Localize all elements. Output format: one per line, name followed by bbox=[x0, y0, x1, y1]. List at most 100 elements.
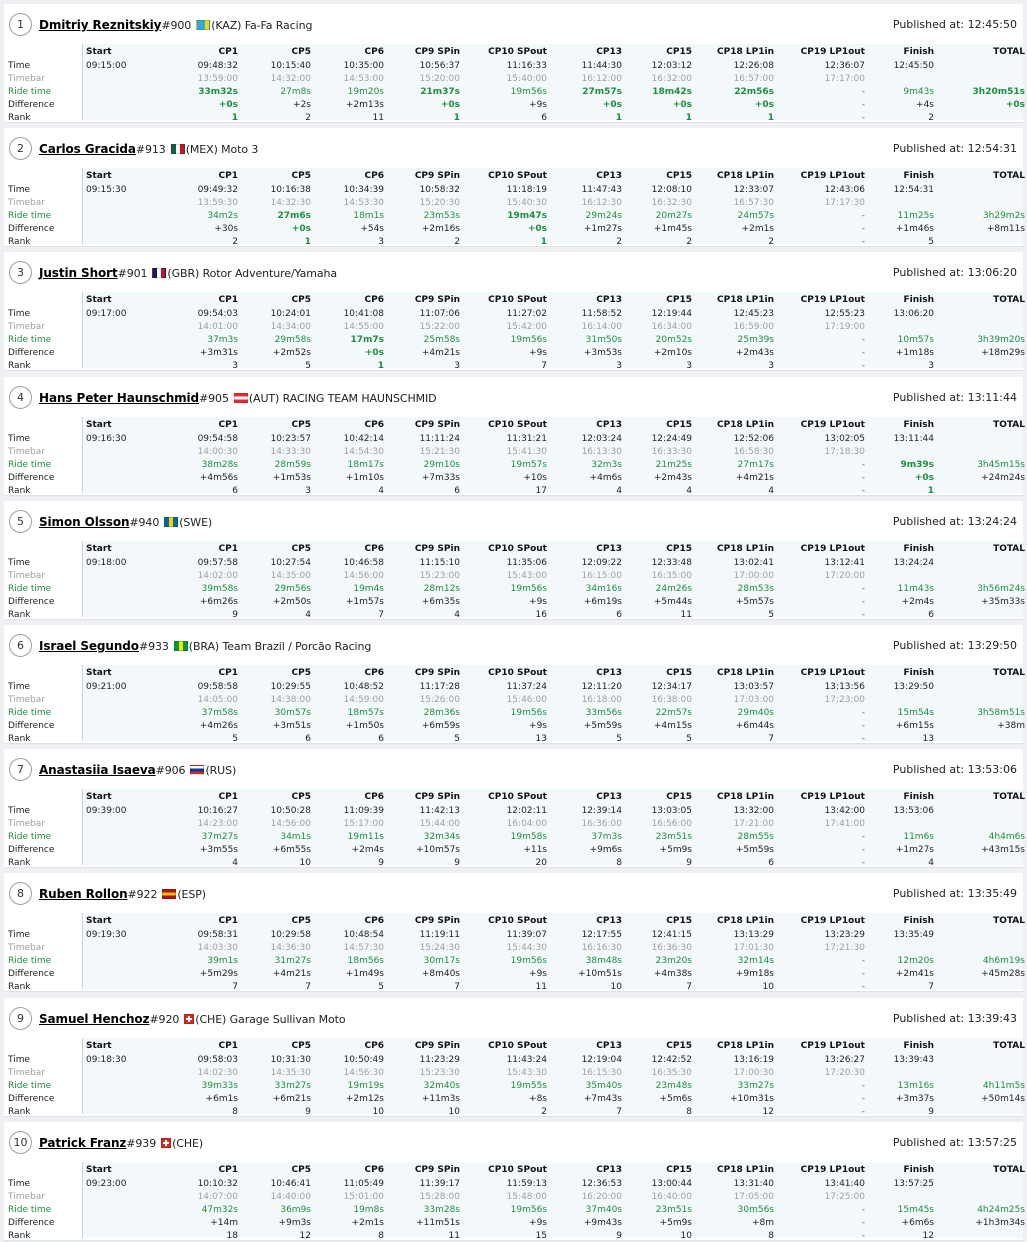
cp-time: 09:49:32 bbox=[197, 185, 238, 195]
cp-ride-time: 33m32s bbox=[198, 87, 238, 97]
rider-meta: #939 (CHE) bbox=[126, 1136, 203, 1150]
cp-rank: 3 bbox=[305, 486, 311, 496]
finish-difference: +1m18s bbox=[895, 348, 934, 358]
cp-difference: +9m43s bbox=[583, 1218, 622, 1228]
cp-difference: +6m55s bbox=[272, 845, 311, 855]
rider-name[interactable]: Carlos Gracida bbox=[39, 142, 136, 156]
cp-rank: 1 bbox=[685, 113, 692, 123]
col-header-cp: CP19 LP1out bbox=[800, 420, 865, 430]
cp-time: 11:09:39 bbox=[343, 806, 384, 816]
finish-time: 13:29:50 bbox=[893, 682, 934, 692]
cp-timebar: 17:17:00 bbox=[824, 74, 865, 84]
col-header-total: TOTAL bbox=[993, 668, 1025, 678]
cp-time: 12:33:07 bbox=[733, 185, 774, 195]
rider-number: #913 bbox=[135, 143, 166, 156]
cp-rank: 5 bbox=[378, 982, 384, 992]
cp-ride-time: 18m42s bbox=[652, 87, 692, 97]
rider-name-link[interactable]: Dmitriy Reznitskiy #900 (KAZ) Fa-Fa Racin… bbox=[39, 18, 312, 32]
cp-timebar: 14:01:00 bbox=[197, 322, 238, 332]
row-label-rank: Rank bbox=[8, 113, 31, 123]
rider-header: 9 Samuel Henchoz #920 (CHE) Garage Sulliva… bbox=[9, 1007, 1023, 1031]
flag-icon bbox=[162, 889, 177, 899]
cp-ride-time: 23m53s bbox=[423, 211, 460, 221]
col-header-total: TOTAL bbox=[993, 171, 1025, 181]
cp-timebar: 14:03:30 bbox=[197, 943, 238, 953]
cp-rank: 1 bbox=[231, 113, 238, 123]
table-background bbox=[82, 44, 1023, 120]
rider-name[interactable]: Anastasiia Isaeva bbox=[39, 763, 156, 777]
cp-ride-time: 25m39s bbox=[737, 335, 774, 345]
cp-ride-time: 19m57s bbox=[510, 460, 547, 470]
cp-ride-time: 19m8s bbox=[353, 1205, 384, 1215]
col-header-cp: CP1 bbox=[218, 916, 238, 926]
col-header-finish: Finish bbox=[903, 1041, 935, 1051]
cp-time: 09:58:58 bbox=[197, 682, 238, 692]
row-label-timebar: Timebar bbox=[8, 1192, 45, 1202]
rider-header: 3 Justin Short #901 (GBR) Rotor Adventure/… bbox=[9, 261, 1023, 285]
cp-difference: +5m59s bbox=[583, 721, 622, 731]
cp-rank: - bbox=[861, 734, 865, 744]
rider-name-link[interactable]: Carlos Gracida #913 (MEX) Moto 3 bbox=[39, 142, 258, 156]
cp-rank: 5 bbox=[232, 734, 238, 744]
rider-name-link[interactable]: Ruben Rollon #922 (ESP) bbox=[39, 887, 206, 901]
cp-timebar: 14:55:00 bbox=[343, 322, 384, 332]
finish-ride-time: 9m43s bbox=[903, 87, 934, 97]
cp-timebar: 14:57:30 bbox=[343, 943, 384, 953]
rider-name[interactable]: Justin Short bbox=[39, 266, 118, 280]
position-badge: 4 bbox=[9, 386, 32, 409]
cp-timebar: 16:16:30 bbox=[581, 943, 622, 953]
cp-time: 11:19:11 bbox=[419, 930, 460, 940]
cp-rank: 7 bbox=[378, 610, 384, 620]
rider-name[interactable]: Ruben Rollon bbox=[39, 887, 128, 901]
cp-difference: +9s bbox=[529, 597, 547, 607]
flag-icon bbox=[233, 393, 248, 403]
cp-timebar: 16:33:30 bbox=[651, 447, 692, 457]
cp-ride-time: - bbox=[861, 584, 865, 594]
rider-name-link[interactable]: Justin Short #901 (GBR) Rotor Adventure/Y… bbox=[39, 266, 337, 280]
rider-name-link[interactable]: Hans Peter Haunschmid #905 (AUT) RACING T… bbox=[39, 391, 437, 405]
cp-difference: +4m21s bbox=[272, 969, 311, 979]
cp-time: 13:23:29 bbox=[824, 930, 865, 940]
cp-rank: 7 bbox=[305, 982, 311, 992]
rider-name-link[interactable]: Israel Segundo #933 (BRA) Team Brazil / P… bbox=[39, 639, 371, 653]
finish-difference: +0s bbox=[914, 473, 934, 483]
col-header-cp: CP6 bbox=[364, 544, 384, 554]
col-header-cp: CP5 bbox=[291, 171, 311, 181]
row-label-rank: Rank bbox=[8, 1107, 31, 1117]
cp-timebar: 15:44:30 bbox=[506, 943, 547, 953]
col-header-cp: CP15 bbox=[666, 171, 692, 181]
col-header-cp: CP15 bbox=[666, 420, 692, 430]
cp-rank: - bbox=[861, 982, 865, 992]
rider-name[interactable]: Samuel Henchoz bbox=[39, 1012, 150, 1026]
rider-card: 8 Ruben Rollon #922 (ESP) Published at: 13:… bbox=[4, 873, 1025, 992]
col-header-cp: CP13 bbox=[596, 1165, 622, 1175]
cp-ride-time: 19m58s bbox=[510, 832, 547, 842]
cp-rank: 5 bbox=[768, 610, 774, 620]
cp-timebar: 14:56:00 bbox=[270, 819, 311, 829]
cp-ride-time: 18m17s bbox=[347, 460, 384, 470]
col-header-cp: CP19 LP1out bbox=[800, 792, 865, 802]
rider-name[interactable]: Simon Olsson bbox=[39, 515, 130, 529]
cp-time: 09:58:03 bbox=[197, 1055, 238, 1065]
cp-timebar: 16:56:00 bbox=[651, 819, 692, 829]
finish-time: 12:45:50 bbox=[893, 61, 934, 71]
rider-name-link[interactable]: Anastasiia Isaeva #906 (RUS) bbox=[39, 763, 236, 777]
cp-ride-time: 33m28s bbox=[423, 1205, 460, 1215]
cp-time: 13:13:56 bbox=[824, 682, 865, 692]
rider-name[interactable]: Israel Segundo bbox=[39, 639, 139, 653]
finish-difference: +4s bbox=[916, 100, 934, 110]
col-header-cp: CP5 bbox=[291, 1165, 311, 1175]
rider-name[interactable]: Dmitriy Reznitskiy bbox=[39, 18, 162, 32]
cp-difference: - bbox=[861, 845, 865, 855]
rider-name[interactable]: Hans Peter Haunschmid bbox=[39, 391, 200, 405]
cp-rank: - bbox=[861, 237, 865, 247]
rider-name-link[interactable]: Patrick Franz #939 (CHE) bbox=[39, 1136, 203, 1150]
rider-header: 8 Ruben Rollon #922 (ESP) Published at: 13:… bbox=[9, 882, 1023, 906]
rider-name[interactable]: Patrick Franz bbox=[39, 1136, 127, 1150]
rider-header: 7 Anastasiia Isaeva #906 (RUS) Published at… bbox=[9, 758, 1023, 782]
rider-name-link[interactable]: Simon Olsson #940 (SWE) bbox=[39, 515, 212, 529]
rider-name-link[interactable]: Samuel Henchoz #920 (CHE) Garage Sullivan… bbox=[39, 1012, 346, 1026]
cp-difference: +5m6s bbox=[659, 1094, 692, 1104]
cp-difference: +10s bbox=[523, 473, 547, 483]
finish-ride-time: 15m45s bbox=[897, 1205, 934, 1215]
